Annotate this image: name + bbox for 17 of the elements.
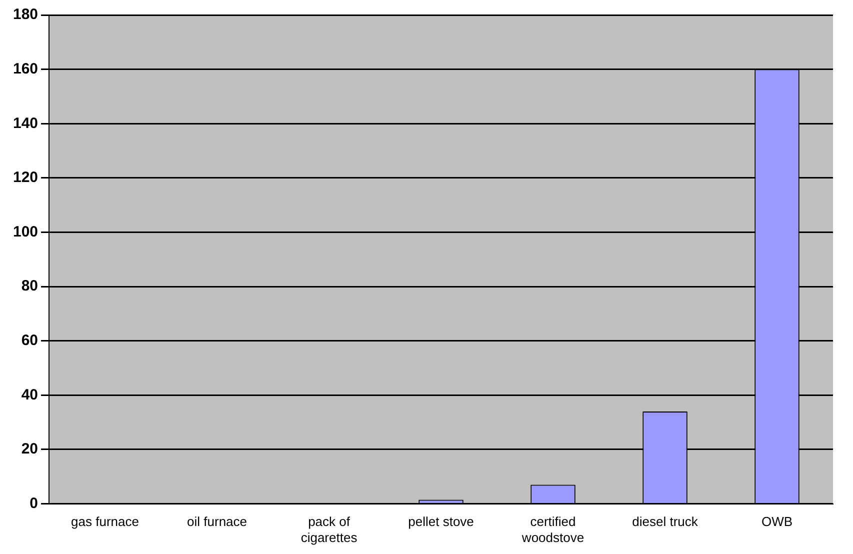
y-tick-label: 80 (21, 278, 38, 295)
x-tick-label: OWB (761, 514, 793, 530)
y-tick-label: 40 (21, 386, 38, 404)
y-tick-label: 160 (12, 60, 38, 78)
y-tick-label: 20 (21, 440, 38, 458)
y-tick-label: 120 (12, 169, 38, 186)
y-tick-label: 0 (30, 494, 38, 512)
x-tick-label: gas furnace (71, 514, 139, 530)
x-tick-label: pellet stove (408, 514, 474, 530)
x-tick-label: diesel truck (632, 514, 698, 530)
x-tick-label: oil furnace (187, 514, 248, 530)
x-tick-label: certified woodstove (520, 514, 584, 545)
y-tick-label: 180 (12, 6, 38, 24)
y-tick-label: 140 (12, 114, 38, 132)
x-tick-label: pack of cigarettes (300, 514, 358, 545)
y-tick-label: 100 (12, 223, 38, 240)
y-tick-label: 60 (21, 332, 38, 350)
